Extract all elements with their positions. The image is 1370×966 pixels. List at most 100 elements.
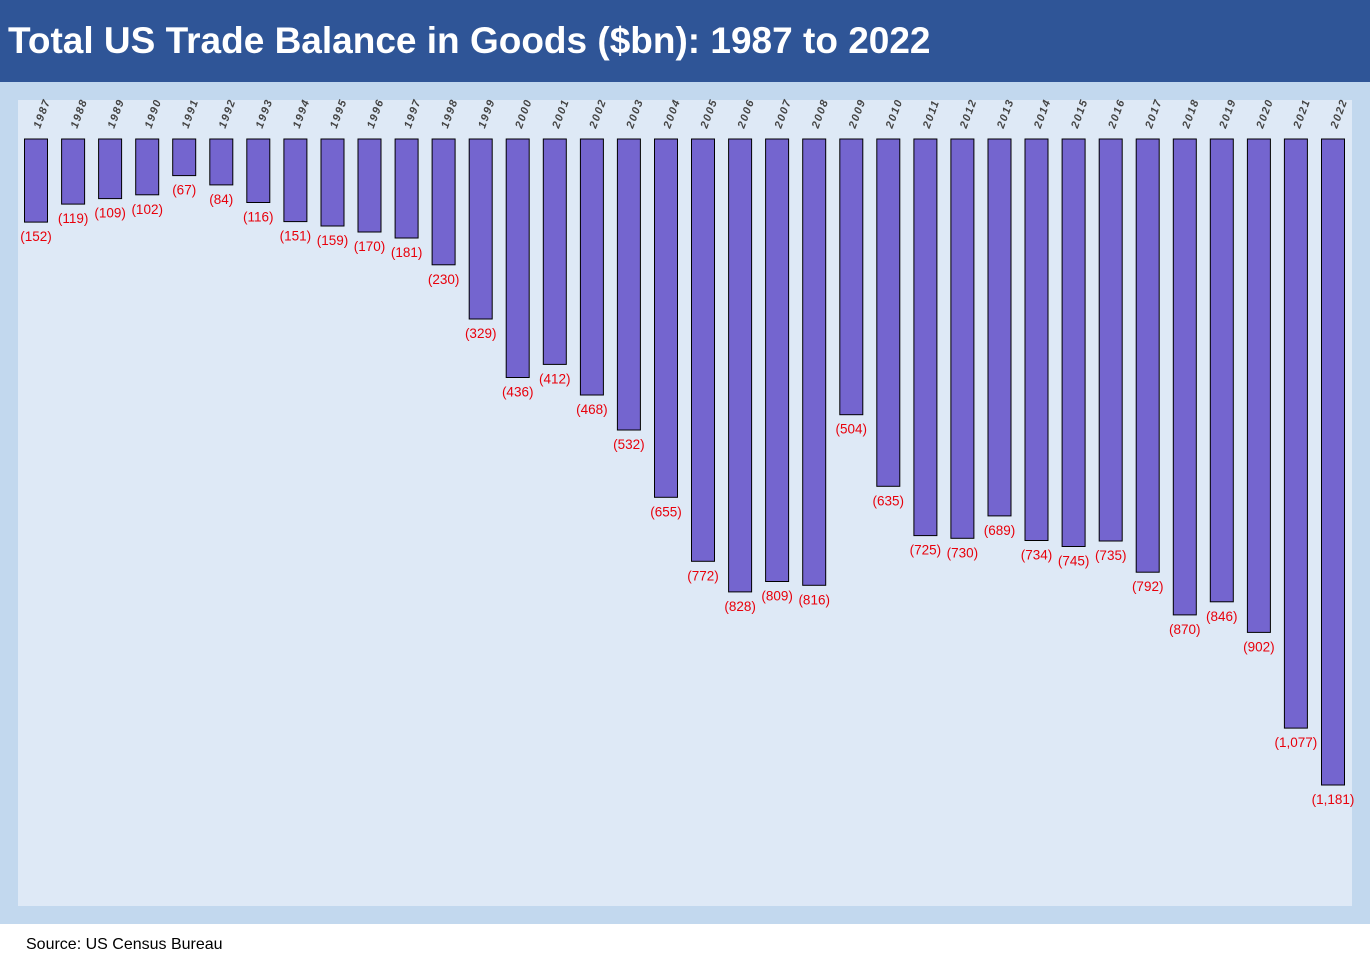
x-tick-label: 2008 <box>809 97 831 131</box>
bar-2007 <box>765 138 790 582</box>
bar-1990 <box>135 138 160 196</box>
bar-2015 <box>1061 138 1086 547</box>
x-tick-label: 2012 <box>958 97 980 131</box>
x-tick-label: 2020 <box>1254 97 1276 131</box>
header-banner: Total US Trade Balance in Goods ($bn): 1… <box>0 0 1370 82</box>
bar-2004 <box>654 138 678 498</box>
data-label: (230) <box>428 272 460 287</box>
x-tick-label: 1998 <box>439 97 461 130</box>
bar-1997 <box>394 138 419 239</box>
x-tick-label: 2001 <box>550 97 572 131</box>
bar-2017 <box>1135 138 1160 573</box>
x-tick-label: 2009 <box>847 97 869 131</box>
x-tick-label: 1999 <box>476 97 498 130</box>
data-label: (109) <box>94 206 126 221</box>
bar-2019 <box>1209 138 1234 603</box>
bar-2014 <box>1024 138 1049 541</box>
data-label: (816) <box>798 592 830 607</box>
data-label: (730) <box>947 545 979 560</box>
x-tick-label: 2006 <box>735 97 757 131</box>
bar-2003 <box>616 138 641 431</box>
bar-2008 <box>802 138 827 586</box>
bar-2001 <box>542 138 567 365</box>
data-label: (67) <box>172 183 196 198</box>
bar-1991 <box>172 138 197 177</box>
x-tick-label: 1987 <box>32 97 54 130</box>
data-label: (689) <box>984 523 1016 538</box>
x-tick-label: 1991 <box>180 97 202 130</box>
chart-title: Total US Trade Balance in Goods ($bn): 1… <box>8 20 931 61</box>
bar-2021 <box>1283 138 1308 729</box>
plot-area <box>18 100 1352 906</box>
x-tick-label: 1989 <box>106 97 128 130</box>
x-tick-label: 2015 <box>1069 97 1091 131</box>
x-tick-label: 2003 <box>624 97 646 131</box>
data-label: (159) <box>317 233 349 248</box>
data-label: (504) <box>836 422 868 437</box>
bar-1994 <box>283 138 308 223</box>
data-label: (170) <box>354 239 386 254</box>
data-label: (772) <box>687 568 719 583</box>
data-label: (436) <box>502 385 534 400</box>
x-tick-label: 1996 <box>365 97 387 130</box>
bar-2020 <box>1246 138 1271 633</box>
data-label: (655) <box>650 504 682 519</box>
bar-2012 <box>950 138 975 539</box>
data-label: (181) <box>391 245 423 260</box>
data-label: (102) <box>131 202 163 217</box>
x-tick-label: 2007 <box>772 97 794 131</box>
data-label: (152) <box>20 229 52 244</box>
x-tick-label: 2004 <box>661 97 683 131</box>
data-label: (635) <box>873 493 905 508</box>
bar-2022 <box>1321 138 1345 786</box>
bar-2013 <box>987 138 1012 517</box>
data-label: (828) <box>724 599 756 614</box>
data-label: (151) <box>280 229 312 244</box>
x-tick-label: 1995 <box>328 97 350 130</box>
bar-1989 <box>98 138 123 200</box>
data-label: (902) <box>1243 639 1275 654</box>
data-label: (1,077) <box>1275 735 1318 750</box>
footer: Source: US Census Bureau <box>0 924 1370 966</box>
x-tick-label: 2002 <box>587 97 609 131</box>
data-label: (735) <box>1095 548 1127 563</box>
x-tick-label: 2000 <box>513 97 535 131</box>
x-tick-label: 1994 <box>291 97 313 130</box>
x-tick-label: 1997 <box>402 97 424 130</box>
data-label: (412) <box>539 371 571 386</box>
bar-2016 <box>1098 138 1123 542</box>
data-label: (119) <box>58 211 89 226</box>
data-label: (1,181) <box>1312 792 1355 807</box>
x-tick-label: 2017 <box>1143 97 1165 131</box>
bar-1998 <box>431 138 456 266</box>
data-label: (846) <box>1206 609 1238 624</box>
data-label: (532) <box>613 437 645 452</box>
x-tick-label: 2013 <box>995 97 1017 131</box>
data-label: (725) <box>910 543 942 558</box>
x-tick-label: 2010 <box>884 97 906 131</box>
data-label: (84) <box>209 192 233 207</box>
bar-1992 <box>209 138 234 186</box>
x-tick-label: 2022 <box>1328 97 1350 131</box>
data-label: (792) <box>1132 579 1164 594</box>
x-tick-label: 2021 <box>1291 97 1313 131</box>
x-tick-label: 1990 <box>143 97 165 130</box>
bar-1996 <box>357 138 382 233</box>
x-tick-label: 2018 <box>1180 97 1202 131</box>
bar-1987 <box>24 138 48 223</box>
data-label: (745) <box>1058 554 1090 569</box>
bar-2006 <box>728 138 753 593</box>
data-label: (468) <box>576 402 608 417</box>
x-tick-label: 2016 <box>1106 97 1128 131</box>
x-tick-label: 1992 <box>217 97 239 130</box>
bar-2002 <box>579 138 604 396</box>
bar-chart: 1987 (152) 1988 (119) 1989 (109) 1990 (102) 1991… <box>20 97 1355 807</box>
bar-2005 <box>691 138 715 562</box>
x-tick-label: 2005 <box>698 97 720 131</box>
x-tick-label: 2014 <box>1032 97 1054 131</box>
bar-2009 <box>839 138 864 416</box>
data-label: (329) <box>465 326 497 341</box>
data-label: (809) <box>761 589 793 604</box>
bar-2011 <box>913 138 938 537</box>
bar-2018 <box>1172 138 1197 616</box>
